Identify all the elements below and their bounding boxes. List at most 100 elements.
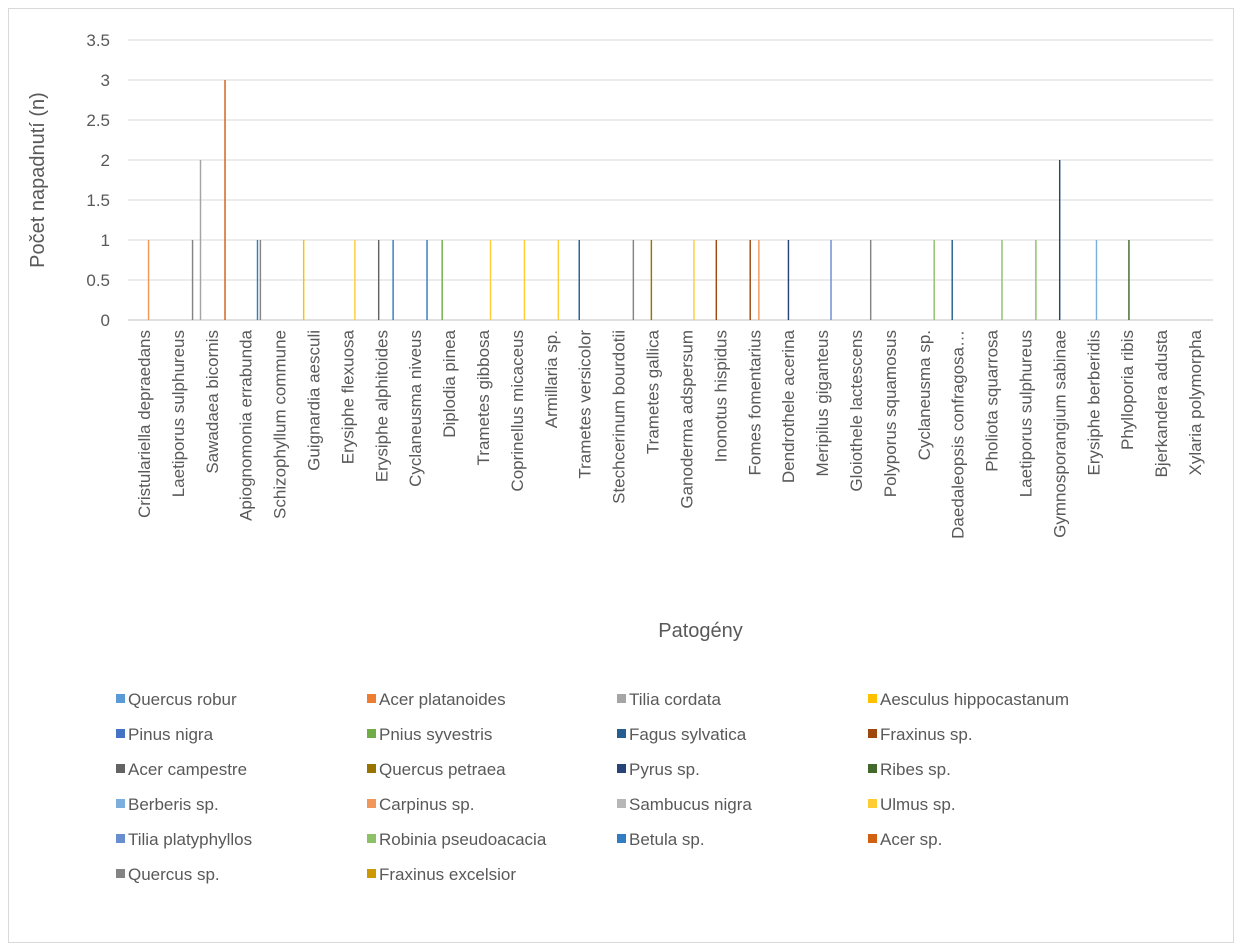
x-tick-label: Guignardia aesculi: [304, 330, 323, 471]
legend-label: Pyrus sp.: [629, 760, 700, 779]
legend-label: Ulmus sp.: [880, 795, 956, 814]
bar: [557, 240, 560, 320]
bar: [578, 240, 580, 320]
legend-swatch: [617, 764, 626, 773]
legend-label: Fraxinus sp.: [880, 725, 973, 744]
bar: [354, 240, 356, 320]
legend-swatch: [617, 799, 626, 808]
x-tick-label: Erysiphe flexuosa: [338, 329, 357, 464]
legend-swatch: [868, 694, 877, 703]
bar: [489, 240, 492, 320]
x-tick-label: Stechcerinum bourdotii: [610, 330, 629, 504]
y-tick-label: 0: [101, 311, 110, 330]
bar: [199, 160, 202, 320]
legend-swatch: [116, 869, 125, 878]
y-tick-label: 3.5: [86, 31, 110, 50]
legend-label: Fagus sylvatica: [629, 725, 747, 744]
legend-label: Ribes sp.: [880, 760, 951, 779]
bars: [147, 80, 1130, 320]
x-tick-label: Laetiporus sulphureus: [169, 330, 188, 497]
y-tick-label: 0.5: [86, 271, 110, 290]
x-tick-label: Apiognomonia errabunda: [237, 329, 256, 520]
chart-area: [8, 8, 1234, 943]
bar: [302, 240, 305, 320]
x-tick-label: Erysiphe berberidis: [1084, 330, 1103, 476]
legend-label: Carpinus sp.: [379, 795, 474, 814]
legend-label: Quercus sp.: [128, 865, 220, 884]
legend-label: Acer platanoides: [379, 690, 506, 709]
legend-label: Tilia platyphyllos: [128, 830, 252, 849]
bar: [869, 240, 872, 320]
legend-label: Quercus robur: [128, 690, 237, 709]
legend-swatch: [116, 799, 125, 808]
legend-swatch: [617, 729, 626, 738]
x-tick-label: Schizophyllum commune: [271, 330, 290, 519]
bar: [951, 240, 953, 320]
y-tick-label: 2.5: [86, 111, 110, 130]
legend-label: Aesculus hippocastanum: [880, 690, 1069, 709]
bar: [1035, 240, 1037, 320]
y-tick-label: 1: [101, 231, 110, 250]
legend-swatch: [367, 764, 376, 773]
bar: [147, 240, 150, 320]
x-tick-label: Trametes gallica: [644, 329, 663, 454]
legend-label: Betula sp.: [629, 830, 705, 849]
legend-swatch: [116, 764, 125, 773]
bar: [426, 240, 428, 320]
bar: [259, 240, 262, 320]
legend-swatch: [367, 694, 376, 703]
bar: [758, 240, 760, 320]
x-tick-label: Cristulariella depraedans: [135, 330, 154, 518]
bar: [224, 80, 226, 320]
legend-label: Pnius syvestris: [379, 725, 492, 744]
legend-swatch: [617, 834, 626, 843]
bar: [1058, 160, 1061, 320]
x-tick-label: Cyclaneusma niveus: [406, 330, 425, 487]
bar: [933, 240, 935, 320]
x-tick-label: Daedaleopsis confragosa…: [949, 330, 968, 539]
bar: [256, 240, 259, 320]
x-tick-label: Trametes gibbosa: [474, 329, 493, 465]
legend-label: Berberis sp.: [128, 795, 219, 814]
x-tick-label: Ganoderma adspersum: [677, 330, 696, 509]
legend-label: Tilia cordata: [629, 690, 722, 709]
y-tick-label: 3: [101, 71, 110, 90]
bar: [693, 240, 695, 320]
bar: [377, 240, 380, 320]
bar: [632, 240, 635, 320]
bar: [650, 240, 653, 320]
x-tick-label: Trametes versicolor: [576, 330, 595, 479]
gridlines: [128, 39, 1213, 321]
x-tick-label: Gymnosporangium sabinae: [1050, 330, 1069, 538]
legend-swatch: [868, 834, 877, 843]
bar: [715, 240, 718, 320]
bar: [441, 240, 443, 320]
legend-label: Sambucus nigra: [629, 795, 752, 814]
legend-swatch: [116, 834, 125, 843]
x-axis-title: Patogény: [658, 620, 743, 642]
x-tick-label: Sawadaea bicornis: [203, 330, 222, 474]
x-tick-label: Meripilus giganteus: [813, 330, 832, 476]
legend-swatch: [617, 694, 626, 703]
x-tick-label: Erysiphe alphitoides: [372, 330, 391, 482]
bar: [1095, 240, 1098, 320]
x-tick-label: Phylloporia ribis: [1118, 330, 1137, 450]
bar: [1128, 240, 1130, 320]
legend-swatch: [868, 764, 877, 773]
x-tick-label: Xylaria polymorpha: [1186, 329, 1205, 475]
x-tick-label: Inonotus hispidus: [711, 330, 730, 462]
legend-label: Quercus petraea: [379, 760, 506, 779]
bar: [1001, 240, 1003, 320]
legend: Quercus robur Acer platanoides Tilia corda…: [116, 690, 1069, 884]
legend-label: Robinia pseudoacacia: [379, 830, 547, 849]
bar: [523, 240, 526, 320]
bar: [830, 240, 832, 320]
y-tick-label: 2: [101, 151, 110, 170]
bar: [392, 240, 394, 320]
legend-swatch: [116, 694, 125, 703]
legend-swatch: [367, 869, 376, 878]
bar: [787, 240, 790, 320]
legend-swatch: [116, 729, 125, 738]
legend-label: Fraxinus excelsior: [379, 865, 516, 884]
